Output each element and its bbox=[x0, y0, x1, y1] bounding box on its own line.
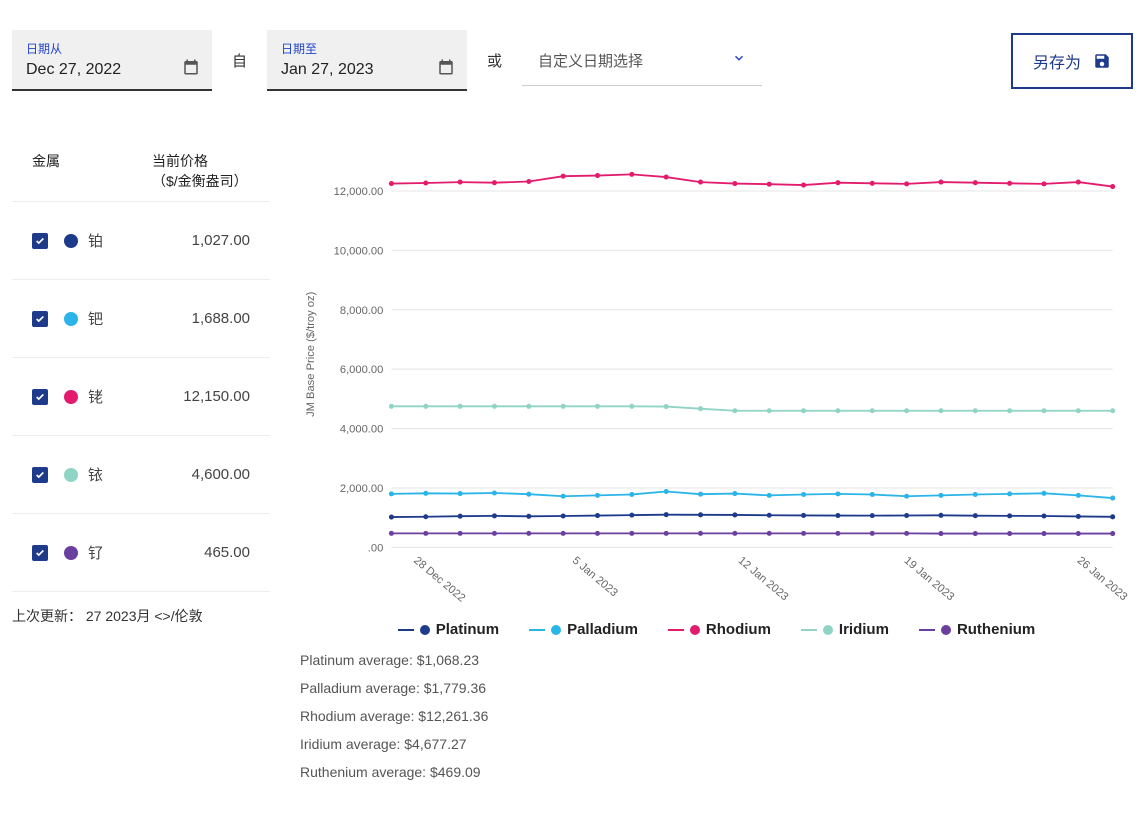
date-to-input[interactable]: 日期至 Jan 27, 2023 bbox=[267, 30, 467, 91]
legend-item[interactable]: Rhodium bbox=[668, 621, 771, 638]
table-row: 钯 1,688.00 bbox=[12, 280, 270, 358]
table-row: 钌 465.00 bbox=[12, 514, 270, 592]
average-line: Iridium average: $4,677.27 bbox=[300, 730, 1133, 758]
sep-from: 自 bbox=[232, 50, 247, 71]
checkbox[interactable] bbox=[32, 311, 48, 327]
average-line: Palladium average: $1,779.36 bbox=[300, 674, 1133, 702]
checkbox[interactable] bbox=[32, 389, 48, 405]
date-from-input[interactable]: 日期从 Dec 27, 2022 bbox=[12, 30, 212, 91]
metal-price: 4,600.00 bbox=[192, 466, 250, 483]
svg-text:5 Jan 2023: 5 Jan 2023 bbox=[570, 555, 620, 600]
table-row: 铱 4,600.00 bbox=[12, 436, 270, 514]
legend-line bbox=[529, 629, 545, 631]
metal-price: 465.00 bbox=[204, 544, 250, 561]
save-icon bbox=[1093, 52, 1111, 70]
checkbox[interactable] bbox=[32, 545, 48, 561]
date-from-label: 日期从 bbox=[26, 40, 198, 57]
svg-text:JM Base Price ($/troy oz): JM Base Price ($/troy oz) bbox=[305, 291, 317, 417]
metal-name: 铱 bbox=[88, 464, 103, 485]
checkbox[interactable] bbox=[32, 233, 48, 249]
legend-dot bbox=[420, 625, 430, 635]
legend-item[interactable]: Platinum bbox=[398, 621, 499, 638]
chart-legend: Platinum Palladium Rhodium Iridium Ruthenium bbox=[300, 621, 1133, 638]
metal-name: 钯 bbox=[88, 308, 103, 329]
svg-text:8,000.00: 8,000.00 bbox=[340, 305, 383, 317]
legend-line bbox=[398, 629, 414, 631]
metal-price: 1,027.00 bbox=[192, 232, 250, 249]
save-as-label: 另存为 bbox=[1033, 49, 1081, 73]
last-updated-label: 上次更新： bbox=[12, 608, 82, 624]
checkbox[interactable] bbox=[32, 467, 48, 483]
average-line: Rhodium average: $12,261.36 bbox=[300, 702, 1133, 730]
legend-label: Iridium bbox=[839, 621, 889, 638]
metals-table: 金属 当前价格 （$/金衡盎司） 铂 1,027.00 钯 1,688.00 铑… bbox=[12, 141, 270, 786]
svg-text:28 Dec 2022: 28 Dec 2022 bbox=[411, 555, 467, 605]
legend-dot bbox=[551, 625, 561, 635]
svg-text:.00: .00 bbox=[368, 542, 384, 554]
sep-or: 或 bbox=[487, 50, 502, 71]
header-price: 当前价格 bbox=[152, 151, 250, 171]
legend-label: Rhodium bbox=[706, 621, 771, 638]
svg-text:2,000.00: 2,000.00 bbox=[340, 483, 383, 495]
metal-name: 铑 bbox=[88, 386, 103, 407]
metal-price: 12,150.00 bbox=[183, 388, 250, 405]
header-price-unit: （$/金衡盎司） bbox=[152, 171, 250, 191]
table-row: 铂 1,027.00 bbox=[12, 202, 270, 280]
legend-label: Platinum bbox=[436, 621, 499, 638]
legend-line bbox=[801, 629, 817, 631]
color-dot bbox=[64, 546, 78, 560]
chevron-down-icon bbox=[732, 51, 746, 69]
svg-text:6,000.00: 6,000.00 bbox=[340, 364, 383, 376]
average-line: Ruthenium average: $469.09 bbox=[300, 758, 1133, 786]
date-to-label: 日期至 bbox=[281, 40, 453, 57]
header-metal: 金属 bbox=[32, 151, 152, 191]
legend-label: Ruthenium bbox=[957, 621, 1035, 638]
svg-text:26 Jan 2023: 26 Jan 2023 bbox=[1075, 555, 1130, 604]
color-dot bbox=[64, 390, 78, 404]
date-from-value: Dec 27, 2022 bbox=[26, 61, 198, 79]
price-chart: .00 2,000.00 4,000.00 6,000.00 8,000.00 10,00… bbox=[300, 141, 1133, 608]
table-row: 铑 12,150.00 bbox=[12, 358, 270, 436]
legend-dot bbox=[941, 625, 951, 635]
metal-name: 铂 bbox=[88, 230, 103, 251]
calendar-icon[interactable] bbox=[182, 58, 200, 76]
last-updated-value: 27 2023月 <>/伦敦 bbox=[86, 608, 203, 624]
color-dot bbox=[64, 468, 78, 482]
svg-text:10,000.00: 10,000.00 bbox=[334, 245, 384, 257]
legend-dot bbox=[690, 625, 700, 635]
metal-name: 钌 bbox=[88, 542, 103, 563]
legend-dot bbox=[823, 625, 833, 635]
legend-item[interactable]: Ruthenium bbox=[919, 621, 1035, 638]
legend-label: Palladium bbox=[567, 621, 638, 638]
calendar-icon[interactable] bbox=[437, 58, 455, 76]
legend-item[interactable]: Iridium bbox=[801, 621, 889, 638]
date-to-value: Jan 27, 2023 bbox=[281, 61, 453, 79]
average-line: Platinum average: $1,068.23 bbox=[300, 646, 1133, 674]
color-dot bbox=[64, 312, 78, 326]
legend-item[interactable]: Palladium bbox=[529, 621, 638, 638]
averages: Platinum average: $1,068.23Palladium ave… bbox=[300, 646, 1133, 786]
custom-date-select[interactable]: 自定义日期选择 bbox=[522, 36, 762, 86]
save-as-button[interactable]: 另存为 bbox=[1011, 33, 1133, 89]
color-dot bbox=[64, 234, 78, 248]
svg-text:4,000.00: 4,000.00 bbox=[340, 424, 383, 436]
legend-line bbox=[668, 629, 684, 631]
metal-price: 1,688.00 bbox=[192, 310, 250, 327]
last-updated: 上次更新： 27 2023月 <>/伦敦 bbox=[12, 592, 270, 640]
svg-text:19 Jan 2023: 19 Jan 2023 bbox=[902, 555, 957, 604]
svg-text:12,000.00: 12,000.00 bbox=[334, 186, 384, 198]
svg-text:12 Jan 2023: 12 Jan 2023 bbox=[736, 555, 791, 604]
legend-line bbox=[919, 629, 935, 631]
custom-date-select-label: 自定义日期选择 bbox=[538, 50, 643, 71]
top-bar: 日期从 Dec 27, 2022 自 日期至 Jan 27, 2023 或 自定… bbox=[12, 30, 1133, 91]
table-header: 金属 当前价格 （$/金衡盎司） bbox=[12, 141, 270, 202]
